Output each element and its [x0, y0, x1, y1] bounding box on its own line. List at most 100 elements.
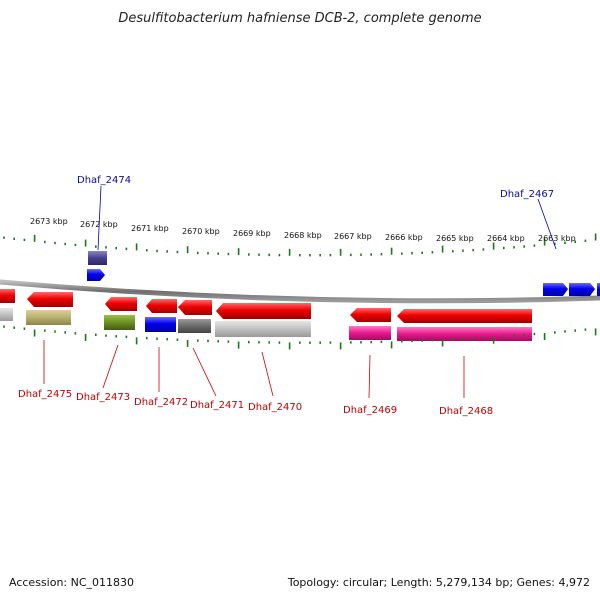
- lower-ruler-minor-tick: [523, 334, 525, 336]
- upper-ruler-major-tick: [340, 249, 342, 256]
- forward-strand-genes: [87, 251, 600, 296]
- upper-ruler-minor-tick: [503, 247, 505, 249]
- gene-dhaf-2475-arrow[interactable]: [27, 292, 73, 307]
- gene-dhaf-2473-block[interactable]: [104, 315, 135, 330]
- upper-ruler-major-tick: [34, 235, 36, 242]
- ruler-labels: 2673 kbp 2672 kbp 2671 kbp 2670 kbp 2669…: [30, 217, 576, 243]
- gene-dhaf-2472-block[interactable]: [145, 317, 176, 332]
- upper-ruler-minor-tick: [401, 252, 403, 254]
- gene-dhaf-2473-arrow[interactable]: [105, 297, 137, 311]
- gene-dhaf-2474-arrow[interactable]: [87, 269, 105, 281]
- lower-ruler-major-tick: [289, 342, 291, 349]
- lower-ruler-minor-tick: [44, 329, 46, 331]
- upper-ruler-minor-tick: [421, 252, 423, 254]
- lower-ruler-minor-tick: [411, 340, 413, 342]
- upper-ruler-minor-tick: [217, 253, 219, 255]
- lower-ruler-minor-tick: [309, 342, 311, 344]
- lower-ruler-minor-tick: [75, 332, 77, 334]
- lower-ruler-minor-tick: [248, 341, 250, 343]
- lower-ruler-minor-tick: [564, 330, 566, 332]
- upper-ruler-major-tick: [391, 248, 393, 255]
- upper-ruler-minor-tick: [146, 249, 148, 251]
- lower-ruler-minor-tick: [197, 339, 199, 341]
- gene-dhaf-2468-arrow[interactable]: [397, 309, 532, 323]
- upper-ruler-major-tick: [595, 234, 597, 241]
- gene-dhaf-2475-block[interactable]: [26, 310, 71, 325]
- gene-dhaf-2471-block[interactable]: [178, 319, 211, 333]
- upper-ruler-minor-tick: [268, 254, 270, 256]
- lower-ruler-minor-tick: [503, 335, 505, 337]
- upper-ruler-minor-tick: [54, 242, 56, 244]
- upper-ruler-minor-tick: [228, 253, 230, 255]
- lower-ruler-minor-tick: [105, 334, 107, 336]
- lower-ruler-minor-tick: [513, 334, 515, 336]
- lower-ruler-minor-tick: [279, 341, 281, 343]
- bottom-gene-labels: Dhaf_2475 Dhaf_2473 Dhaf_2472 Dhaf_2471 …: [18, 340, 493, 417]
- upper-ruler-minor-tick: [115, 247, 117, 249]
- accession-text: Accession: NC_011830: [9, 576, 134, 589]
- upper-ruler-minor-tick: [462, 250, 464, 252]
- lower-ruler-minor-tick: [64, 331, 66, 333]
- leader-line-dhaf-2469: [369, 355, 370, 398]
- lower-ruler-minor-tick: [177, 339, 179, 341]
- upper-ruler-minor-tick: [156, 250, 158, 252]
- lower-ruler-minor-tick: [228, 340, 230, 342]
- tick-label-2664: 2664 kbp: [487, 234, 525, 243]
- upper-ruler-minor-tick: [197, 252, 199, 254]
- gene-dhaf-2470-block[interactable]: [215, 321, 311, 337]
- label-dhaf-2471[interactable]: Dhaf_2471: [190, 400, 244, 411]
- tick-label-2670: 2670 kbp: [182, 227, 220, 236]
- label-dhaf-2474[interactable]: Dhaf_2474: [77, 175, 131, 186]
- upper-ruler-minor-tick: [75, 244, 77, 246]
- label-dhaf-2472[interactable]: Dhaf_2472: [134, 397, 188, 408]
- lower-ruler-minor-tick: [268, 341, 270, 343]
- upper-ruler-minor-tick: [472, 249, 474, 251]
- gene-dhaf-2467-arrow[interactable]: [543, 283, 568, 296]
- lower-ruler-minor-tick: [146, 337, 148, 339]
- label-dhaf-2469[interactable]: Dhaf_2469: [343, 405, 397, 416]
- gene-reverse-edge-arrow[interactable]: [0, 289, 15, 303]
- gene-dhaf-2472-arrow[interactable]: [146, 299, 177, 313]
- upper-ruler-minor-tick: [411, 252, 413, 254]
- upper-ruler-minor-tick: [370, 253, 372, 255]
- label-dhaf-2470[interactable]: Dhaf_2470: [248, 402, 302, 413]
- lower-ruler-minor-tick: [483, 336, 485, 338]
- gene-dhaf-2469-block[interactable]: [349, 326, 391, 340]
- label-dhaf-2468[interactable]: Dhaf_2468: [439, 406, 493, 417]
- gene-edge-grey-block[interactable]: [0, 308, 13, 321]
- lower-ruler-minor-tick: [370, 341, 372, 343]
- lower-ruler-minor-tick: [462, 338, 464, 340]
- genome-viewer: Desulfitobacterium hafniense DCB-2, comp…: [0, 0, 600, 600]
- lower-ruler-minor-tick: [217, 340, 219, 342]
- label-dhaf-2475[interactable]: Dhaf_2475: [18, 389, 72, 400]
- lower-ruler-minor-tick: [360, 341, 362, 343]
- gene-dhaf-2468-block[interactable]: [397, 327, 532, 341]
- lower-ruler-minor-tick: [401, 340, 403, 342]
- gene-dhaf-2471-arrow[interactable]: [178, 300, 212, 315]
- leader-line-dhaf-2470: [262, 352, 273, 396]
- label-dhaf-2467[interactable]: Dhaf_2467: [500, 189, 554, 200]
- upper-ruler-minor-tick: [64, 243, 66, 245]
- upper-ruler-minor-tick: [452, 250, 454, 252]
- upper-ruler-major-tick: [187, 246, 189, 253]
- gene-dhaf-2474-block[interactable]: [88, 251, 107, 265]
- leader-line-dhaf-2474: [98, 186, 101, 250]
- lower-ruler-major-tick: [442, 340, 444, 347]
- gene-forward-arrow-2[interactable]: [569, 283, 595, 296]
- gene-dhaf-2470-arrow[interactable]: [216, 303, 311, 319]
- lower-ruler-minor-tick: [258, 341, 260, 343]
- lower-ruler-minor-tick: [3, 325, 5, 327]
- lower-ruler-major-tick: [493, 337, 495, 344]
- genome-backbone: [0, 282, 600, 301]
- lower-ruler-minor-tick: [534, 333, 536, 335]
- tick-label-2671: 2671 kbp: [131, 224, 169, 233]
- gene-dhaf-2469-arrow[interactable]: [350, 308, 391, 322]
- upper-ruler-minor-tick: [299, 254, 301, 256]
- lower-ruler-minor-tick: [13, 327, 15, 329]
- lower-ruler-major-tick: [595, 328, 597, 335]
- lower-ruler-major-tick: [544, 333, 546, 340]
- upper-ruler-minor-tick: [523, 245, 525, 247]
- lower-ruler-minor-tick: [24, 328, 26, 330]
- label-dhaf-2473[interactable]: Dhaf_2473: [76, 392, 130, 403]
- lower-ruler-major-tick: [34, 330, 36, 337]
